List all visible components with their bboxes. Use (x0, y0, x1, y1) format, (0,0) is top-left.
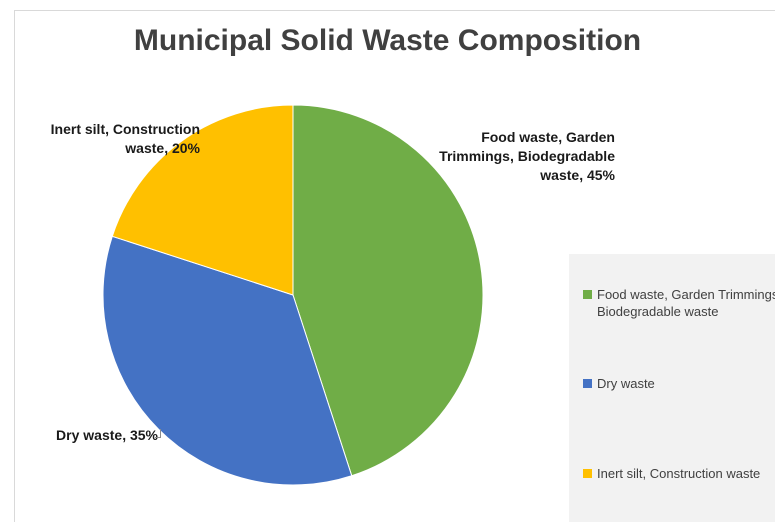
legend-label: Dry waste (597, 376, 655, 391)
data-label-food-waste: Food waste, Garden Trimmings, Biodegrada… (439, 129, 615, 183)
pie-slice-dry-waste[interactable] (102, 235, 353, 486)
data-label-inert-silt: Inert silt, Construction waste, 20% (50, 121, 200, 156)
legend-label: Inert silt, Construction waste (597, 466, 761, 481)
legend-swatch-inert-silt (583, 469, 592, 478)
chart-title: Municipal Solid Waste Composition (133, 24, 642, 57)
legend: Food waste, Garden Trimmings, Biodegrada… (569, 254, 775, 522)
leader-line (155, 429, 161, 438)
legend-label: Food waste, Garden Trimmings, Biodegrada… (597, 287, 775, 319)
pie-slice-inert-silt[interactable] (111, 104, 294, 296)
legend-item-inert-silt[interactable]: Inert silt, Construction waste (583, 465, 760, 482)
data-label-dry-waste: Dry waste, 35% (56, 427, 158, 443)
legend-item-dry-waste[interactable]: Dry waste (583, 375, 655, 392)
legend-swatch-dry-waste (583, 379, 592, 388)
legend-swatch-food-waste (583, 290, 592, 299)
pie-slice-food-waste[interactable] (292, 104, 484, 477)
legend-item-food-waste[interactable]: Food waste, Garden Trimmings, Biodegrada… (583, 286, 775, 320)
